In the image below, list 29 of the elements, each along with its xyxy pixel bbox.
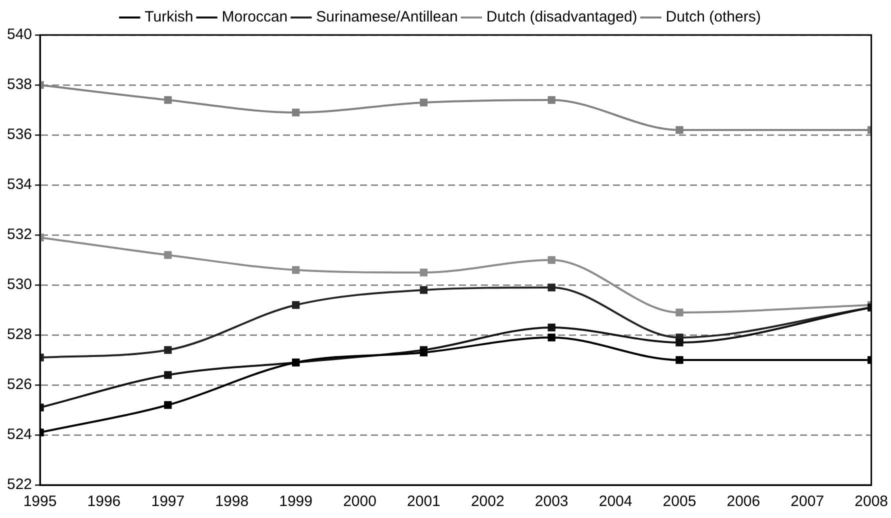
x-tick-label: 2006	[726, 493, 760, 510]
y-tick-label: 530	[6, 276, 32, 294]
x-tick-label: 2001	[407, 493, 440, 510]
y-tick-label: 534	[6, 176, 32, 194]
y-tick-label: 526	[6, 376, 32, 394]
legend-label: Dutch (disadvantaged)	[486, 8, 638, 26]
legend-label: Turkish	[144, 8, 194, 26]
y-tick-label: 524	[6, 426, 32, 444]
x-tick-label: 1999	[279, 493, 312, 510]
x-tick-label: 1997	[151, 493, 185, 510]
y-tick-label: 522	[6, 476, 32, 494]
legend-label: Moroccan	[222, 8, 288, 26]
x-tick-label: 1998	[215, 493, 249, 510]
x-tick-label: 1996	[87, 493, 121, 510]
legend-label: Dutch (others)	[666, 8, 761, 26]
y-tick-label: 538	[6, 76, 32, 94]
x-tick-label: 2002	[470, 493, 504, 510]
x-tick-label: 2003	[534, 493, 568, 510]
x-tick-label: 2000	[343, 493, 376, 510]
y-tick-label: 528	[6, 326, 32, 344]
y-tick-label: 536	[6, 126, 32, 144]
y-tick-label: 540	[6, 26, 32, 44]
x-tick-label: 2005	[662, 493, 696, 510]
legend-label: Surinamese/Antillean	[316, 8, 458, 26]
x-tick-label: 2008	[854, 493, 888, 510]
y-tick-label: 532	[6, 226, 32, 244]
x-tick-label: 2007	[790, 493, 824, 510]
x-tick-label: 1995	[23, 493, 57, 510]
x-tick-label: 2004	[598, 493, 632, 510]
